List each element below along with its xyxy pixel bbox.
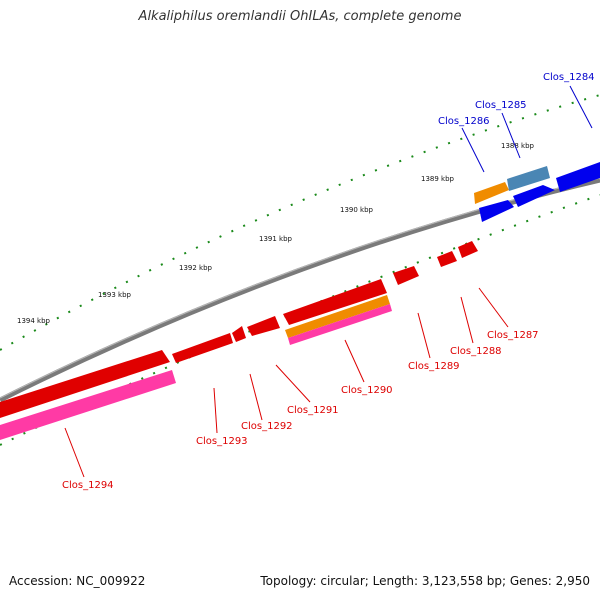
gene-feature-clos-1291[interactable] <box>247 316 280 336</box>
cds-feature-clos-1286[interactable] <box>474 182 509 204</box>
leader-clos-1293 <box>213 387 218 434</box>
gene-label-clos-1286[interactable]: Clos_1286 <box>438 116 490 127</box>
scale-label-1389: 1389 kbp <box>421 175 455 183</box>
genome-backbone <box>0 177 600 403</box>
scale-label-1390: 1390 kbp <box>340 206 374 214</box>
gene-label-clos-1284[interactable]: Clos_1284 <box>543 72 595 83</box>
genome-backbone-highlight <box>0 177 600 399</box>
leader-lines <box>64 85 593 478</box>
cds-feature-clos-1294[interactable] <box>0 370 176 440</box>
scale-label-1392: 1392 kbp <box>179 264 213 272</box>
cds-feature-clos-1285[interactable] <box>507 166 550 191</box>
map-title: Alkaliphilus oremlandii OhILAs, complete… <box>138 9 462 24</box>
leader-clos-1284 <box>569 85 593 129</box>
leader-clos-1291 <box>275 364 311 403</box>
gene-label-clos-1293[interactable]: Clos_1293 <box>196 436 248 447</box>
leader-clos-1289 <box>417 312 431 359</box>
genome-summary-text: Topology: circular; Length: 3,123,558 bp… <box>260 574 590 588</box>
scale-label-1388: 1388 kbp <box>501 142 535 150</box>
leader-clos-1288 <box>460 296 474 344</box>
scale-label-1391: 1391 kbp <box>259 235 293 243</box>
leader-clos-1292 <box>249 373 263 421</box>
gene-label-clos-1291[interactable]: Clos_1291 <box>287 405 339 416</box>
inner-tick-ring <box>0 194 600 446</box>
gene-label-clos-1288[interactable]: Clos_1288 <box>450 346 502 357</box>
gene-label-clos-1290[interactable]: Clos_1290 <box>341 385 393 396</box>
leader-clos-1287 <box>478 287 509 328</box>
gene-feature-clos-1289[interactable] <box>393 266 419 285</box>
accession-text: Accession: NC_009922 <box>9 574 146 588</box>
scale-label-1393: 1393 kbp <box>98 291 132 299</box>
gene-feature-clos-1292[interactable] <box>232 326 246 342</box>
gene-feature-clos-1288[interactable] <box>437 251 457 267</box>
gene-feature-clos-1293[interactable] <box>172 333 233 363</box>
cds-feature-clos-1290-orange[interactable] <box>285 295 390 338</box>
leader-clos-1286 <box>461 127 485 173</box>
gene-feature-clos-1286[interactable] <box>479 200 514 222</box>
leader-clos-1285 <box>501 112 521 159</box>
gene-label-clos-1285[interactable]: Clos_1285 <box>475 100 527 111</box>
gene-label-clos-1292[interactable]: Clos_1292 <box>241 421 293 432</box>
gene-label-clos-1294[interactable]: Clos_1294 <box>62 480 114 491</box>
gene-label-clos-1289[interactable]: Clos_1289 <box>408 361 460 372</box>
gene-feature-clos-1284[interactable] <box>556 162 600 192</box>
gene-feature-clos-1294[interactable] <box>0 350 170 418</box>
leader-clos-1290 <box>344 339 365 383</box>
gene-feature-clos-1285[interactable] <box>513 185 555 207</box>
leader-clos-1294 <box>64 427 85 478</box>
scale-label-1394: 1394 kbp <box>17 317 51 325</box>
gene-feature-clos-1290[interactable] <box>283 279 387 325</box>
gene-feature-clos-1287[interactable] <box>458 241 478 258</box>
gene-label-clos-1287[interactable]: Clos_1287 <box>487 330 539 341</box>
cds-feature-clos-1290-pink[interactable] <box>288 304 392 345</box>
